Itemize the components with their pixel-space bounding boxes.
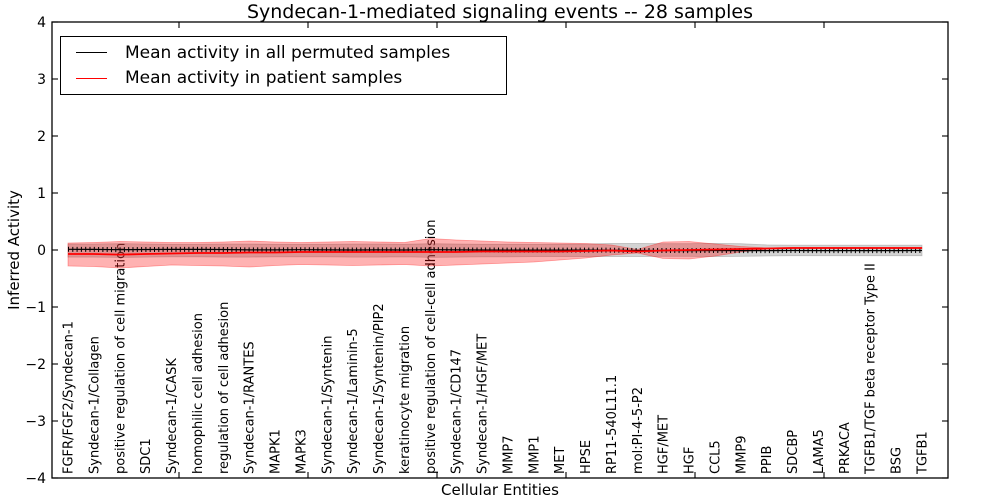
x-tick-label: Syndecan-1/CASK: [165, 358, 180, 474]
legend-label-patient: Mean activity in patient samples: [125, 68, 403, 89]
x-axis-label: Cellular Entities: [441, 481, 559, 499]
x-tick-label: CCL5: [709, 440, 724, 474]
y-tick-label: −2: [25, 357, 46, 373]
y-tick-label: 4: [37, 15, 46, 31]
x-tick-label: HPSE: [579, 440, 594, 474]
x-tick-label: mol:PI-4-5-P2: [631, 387, 646, 474]
y-tick-label: 3: [37, 72, 46, 88]
x-tick-label: positive regulation of cell-cell adhesio…: [424, 219, 439, 474]
x-tick-label: FGFR/FGF2/Syndecan-1: [62, 321, 77, 474]
legend-item-permuted: Mean activity in all permuted samples: [61, 43, 506, 63]
patient-mean-line: [68, 247, 922, 256]
y-tick-label: 1: [37, 186, 46, 202]
x-tick-label: MAPK3: [294, 429, 309, 474]
x-tick-label: MAPK1: [269, 429, 284, 474]
legend: Mean activity in all permuted samples Me…: [60, 36, 507, 95]
x-tick-label: MET: [553, 447, 568, 474]
x-tick-label: HGF/MET: [657, 415, 672, 474]
y-tick-label: 0: [37, 243, 46, 259]
y-axis-label: Inferred Activity: [5, 190, 23, 310]
y-tick-label: −3: [25, 414, 46, 430]
x-tick-label: TGFB1: [916, 431, 931, 475]
x-tick-label: Syndecan-1/Laminin-5: [346, 328, 361, 474]
permuted-mean-markers: [67, 246, 923, 254]
x-tick-label: Syndecan-1/RANTES: [243, 341, 258, 474]
x-tick-label: regulation of cell adhesion: [217, 302, 232, 474]
x-tick-label: LAMA5: [812, 429, 827, 474]
x-tick-label: keratinocyte migration: [398, 326, 413, 474]
y-tick-label: −4: [25, 471, 46, 487]
x-tick-label: PPIB: [760, 446, 775, 474]
patient-line-swatch: [76, 77, 107, 79]
x-tick-label: BSG: [890, 447, 905, 474]
x-tick-label: Syndecan-1/CD147: [450, 349, 465, 474]
x-tick-label: PRKACA: [838, 422, 853, 474]
legend-label-permuted: Mean activity in all permuted samples: [125, 42, 451, 63]
x-tick-label: Syndecan-1/Syntenin: [320, 336, 335, 475]
y-tick-label: −1: [25, 300, 46, 316]
x-tick-label: SDCBP: [786, 430, 801, 474]
x-tick-label: Syndecan-1/Collagen: [87, 336, 102, 474]
legend-item-patient: Mean activity in patient samples: [61, 68, 506, 88]
x-tick-label: Syndecan-1/Syntenin/PIP2: [372, 303, 387, 474]
x-tick-label: SDC1: [139, 438, 154, 474]
x-tick-label: MMP9: [734, 435, 749, 474]
x-tick-label: Syndecan-1/HGF/MET: [476, 334, 491, 474]
x-tick-label: MMP1: [527, 435, 542, 474]
x-tick-label: MMP7: [501, 435, 516, 474]
chart-title: Syndecan-1-mediated signaling events -- …: [246, 1, 754, 23]
x-tick-label: HGF: [683, 447, 698, 474]
permuted-line-swatch: [76, 52, 107, 54]
x-tick-label: TGFB1/TGF beta receptor Type II: [864, 263, 879, 475]
y-tick-label: 2: [37, 129, 46, 145]
x-tick-label: homophilic cell adhesion: [191, 313, 206, 474]
x-tick-label: positive regulation of cell migration: [113, 243, 128, 474]
x-tick-label: RP11-540L11.1: [605, 375, 620, 474]
